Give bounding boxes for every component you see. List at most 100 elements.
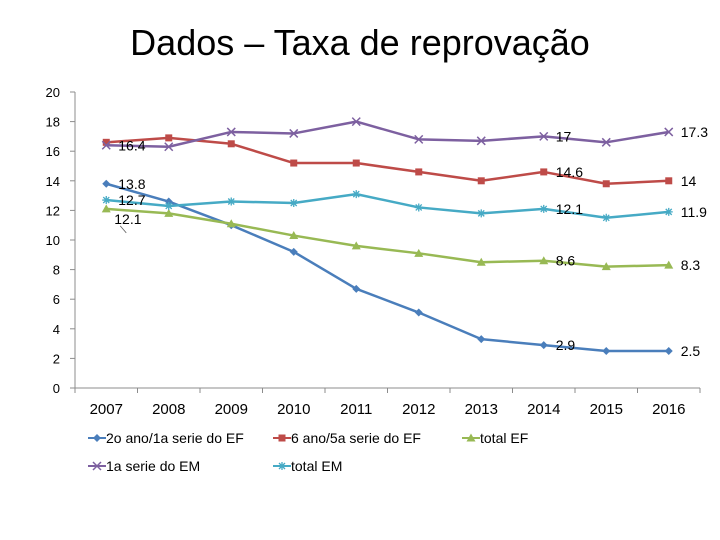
data-point: [477, 209, 486, 218]
legend-marker: [92, 461, 102, 471]
data-label: 11.9: [681, 204, 707, 220]
legend-marker: [466, 433, 476, 442]
y-tick-label: 4: [53, 322, 60, 337]
data-point: [414, 134, 424, 144]
data-point: [165, 134, 173, 142]
data-point: [539, 256, 549, 265]
data-point: [164, 208, 174, 217]
data-point: [227, 140, 235, 148]
legend-item: total EM: [273, 458, 342, 474]
series-line: [106, 192, 669, 220]
data-point: [101, 204, 111, 213]
data-point: [414, 308, 423, 317]
data-point: [164, 201, 173, 210]
data-label: 12.1: [114, 211, 141, 227]
series-line: [106, 120, 669, 149]
legend-marker: [278, 434, 286, 442]
x-tick-label: 2009: [215, 401, 248, 418]
data-point: [664, 260, 674, 269]
x-tick-label: 2016: [652, 401, 685, 418]
legend-label: 6 ano/5a serie do EF: [291, 430, 421, 446]
x-tick-label: 2012: [402, 401, 435, 418]
legend-item: total EF: [462, 430, 528, 446]
data-point: [602, 180, 610, 188]
y-tick-label: 8: [53, 263, 60, 278]
data-point: [289, 231, 299, 240]
data-point: [101, 140, 111, 150]
series-1: [102, 179, 673, 355]
data-point: [539, 204, 548, 213]
y-tick-label: 0: [53, 381, 60, 396]
data-point: [351, 241, 361, 250]
data-label: 17.3: [681, 124, 708, 140]
data-point: [540, 168, 548, 176]
data-label: 13.8: [118, 176, 145, 192]
data-point: [602, 213, 611, 222]
data-point: [477, 177, 485, 185]
data-label: 16.4: [118, 137, 145, 153]
y-tick-label: 20: [46, 85, 60, 100]
series-3: [101, 204, 674, 271]
data-label: 14.6: [556, 164, 583, 180]
data-point: [102, 179, 111, 188]
data-point: [601, 262, 611, 271]
legend-marker: [93, 434, 101, 442]
data-point: [476, 136, 486, 146]
legend-label: 1a serie do EM: [106, 458, 200, 474]
data-point: [414, 203, 423, 212]
data-label: 12.7: [118, 192, 145, 208]
data-point: [352, 190, 361, 199]
data-point: [102, 196, 111, 205]
data-point: [477, 335, 486, 344]
data-point: [414, 248, 424, 257]
data-label: 2.9: [556, 337, 576, 353]
data-point: [102, 138, 110, 146]
label-leader-line: [119, 225, 127, 234]
data-point: [226, 127, 236, 137]
data-point: [664, 347, 673, 355]
x-tick-label: 2011: [340, 401, 372, 418]
data-point: [289, 128, 299, 138]
x-tick-label: 2014: [527, 401, 560, 418]
series-5: [102, 190, 673, 222]
legend-marker: [278, 462, 286, 470]
data-point: [664, 207, 673, 216]
data-point: [289, 247, 298, 256]
y-tick-label: 12: [46, 203, 60, 218]
data-point: [352, 159, 360, 167]
data-label: 2.5: [681, 343, 701, 359]
slide-title: Dados – Taxa de reprovação: [130, 22, 590, 63]
legend-label: 2o ano/1a serie do EF: [106, 430, 244, 446]
x-tick-label: 2015: [590, 401, 623, 418]
legend-item: 2o ano/1a serie do EF: [88, 430, 244, 446]
data-point: [227, 197, 236, 206]
series-2: [102, 134, 673, 188]
legend-item: 6 ano/5a serie do EF: [273, 430, 421, 446]
y-tick-label: 18: [46, 115, 60, 130]
y-tick-label: 6: [53, 292, 60, 307]
x-tick-label: 2007: [90, 401, 123, 418]
data-label: 8.3: [681, 257, 701, 273]
data-point: [601, 137, 611, 147]
data-point: [164, 142, 174, 152]
data-point: [602, 347, 611, 355]
data-label: 17: [556, 128, 572, 144]
y-tick-label: 2: [53, 351, 60, 366]
data-point: [539, 131, 549, 141]
data-label: 14: [681, 173, 697, 189]
data-point: [665, 177, 673, 185]
data-point: [352, 284, 361, 293]
x-tick-label: 2008: [152, 401, 185, 418]
data-label: 12.1: [556, 201, 583, 217]
data-point: [289, 199, 298, 207]
data-point: [664, 127, 674, 137]
data-label: 8.6: [556, 253, 576, 269]
legend-label: total EM: [291, 458, 342, 474]
data-point: [226, 219, 236, 228]
data-point: [415, 168, 423, 176]
data-point: [539, 341, 548, 350]
x-tick-label: 2013: [465, 401, 498, 418]
data-point: [476, 257, 486, 266]
